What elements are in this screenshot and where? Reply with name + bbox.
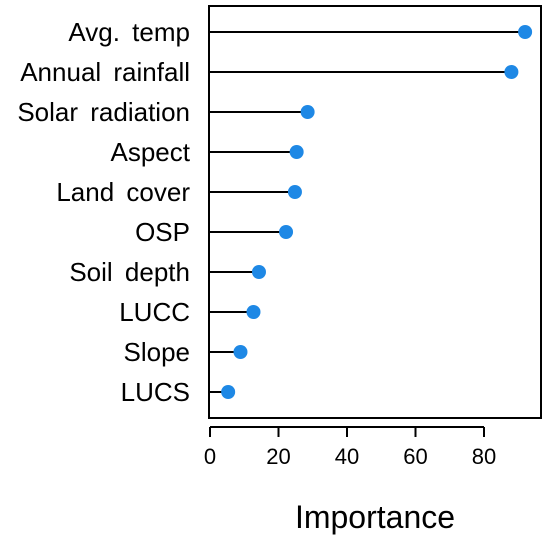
category-label-annual-rainfall: Annual rainfall	[20, 57, 190, 87]
category-label-slope: Slope	[124, 337, 191, 367]
point-land-cover	[287, 185, 302, 199]
x-tick-label-40: 40	[335, 444, 359, 469]
x-tick-label-80: 80	[472, 444, 496, 469]
category-label-solar-radiation: Solar radiation	[17, 97, 190, 127]
category-label-osp: OSP	[135, 217, 190, 247]
x-tick-label-60: 60	[403, 444, 427, 469]
category-labels-group: Avg. temp Annual rainfall Solar radiation A…	[17, 17, 190, 407]
plot-frame	[208, 5, 542, 419]
point-avg-temp	[518, 25, 533, 39]
category-label-aspect: Aspect	[111, 137, 191, 167]
x-axis-title: Importance	[295, 499, 455, 535]
x-tick-label-0: 0	[204, 444, 216, 469]
point-soil-depth	[251, 265, 266, 279]
category-label-avg-temp: Avg. temp	[68, 17, 190, 47]
point-slope	[233, 345, 248, 359]
point-solar-radiation	[300, 105, 315, 119]
category-label-soil-depth: Soil depth	[69, 257, 190, 287]
x-tick-label-20: 20	[266, 444, 290, 469]
point-annual-rainfall	[504, 65, 519, 79]
point-osp	[279, 225, 294, 239]
point-lucc	[246, 305, 261, 319]
category-label-lucc: LUCC	[119, 297, 190, 327]
point-lucs	[221, 385, 236, 399]
x-axis: 0 20 40 60 80	[204, 426, 496, 469]
category-label-lucs: LUCS	[121, 377, 190, 407]
point-aspect	[289, 145, 304, 159]
category-label-land-cover: Land cover	[56, 177, 190, 207]
stems-group	[209, 31, 526, 393]
points-group	[221, 25, 533, 399]
